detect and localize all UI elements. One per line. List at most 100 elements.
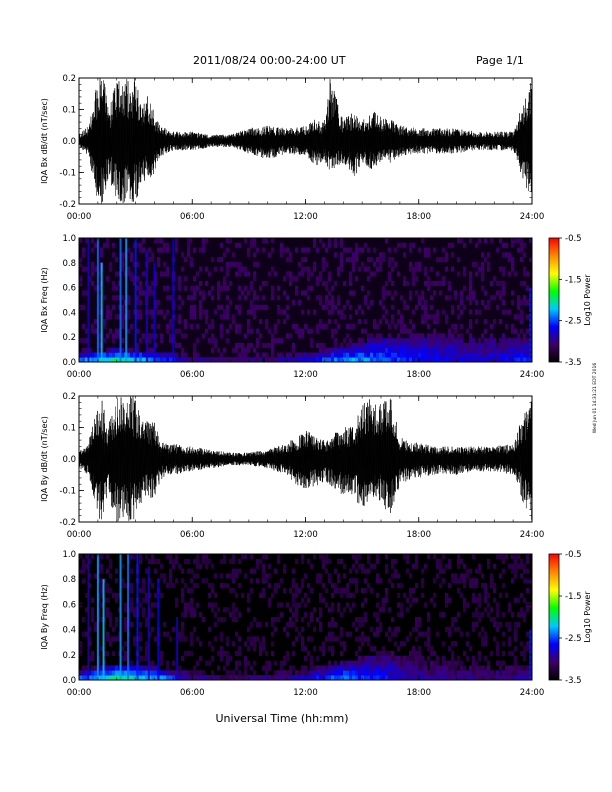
spectrogram-cell — [520, 338, 524, 344]
spectrogram-cell — [229, 655, 233, 661]
spectrogram-cell — [181, 597, 185, 603]
spectrogram-cell — [301, 558, 305, 564]
spectrogram-cell — [112, 352, 116, 358]
spectrogram-cell — [100, 583, 104, 589]
spectrogram-cell — [517, 247, 521, 253]
spectrogram-cell — [385, 670, 389, 676]
spectrogram-cell — [436, 271, 440, 277]
spectrogram-cell — [367, 665, 371, 671]
spectrogram-cell — [193, 295, 197, 301]
spectrogram-cell — [397, 357, 401, 363]
spectrogram-cell — [406, 338, 410, 344]
spectrogram-cell — [274, 583, 278, 589]
spectrogram-cell — [427, 675, 431, 681]
spectrogram-cell — [499, 665, 503, 671]
spectrogram-streak — [157, 579, 160, 680]
spectrogram-cell — [310, 357, 314, 363]
spectrogram-cell — [319, 342, 323, 348]
spectrogram-cell — [304, 573, 308, 579]
spectrogram-cell — [274, 357, 278, 363]
spectrogram-cell — [310, 328, 314, 334]
spectrogram-cell — [199, 675, 203, 681]
spectrogram-cell — [268, 328, 272, 334]
spectrogram-cell — [220, 573, 224, 579]
spectrogram-cell — [394, 247, 398, 253]
spectrogram-cell — [511, 554, 515, 560]
spectrogram-cell — [79, 602, 83, 608]
spectrogram-cell — [106, 242, 110, 248]
spectrogram-cell — [460, 347, 464, 353]
spectrogram-cell — [193, 342, 197, 348]
spectrogram-cell — [511, 612, 515, 618]
spectrogram-cell — [379, 257, 383, 263]
spectrogram-cell — [226, 271, 230, 277]
spectrogram-cell — [481, 300, 485, 306]
x-tick-label: 24:00 — [520, 212, 545, 222]
spectrogram-cell — [385, 675, 389, 681]
spectrogram-cell — [223, 617, 227, 623]
x-tick-label: 18:00 — [407, 212, 432, 222]
spectrogram-streak — [100, 262, 103, 362]
spectrogram-cell — [82, 665, 86, 671]
spectrogram-cell — [520, 563, 524, 569]
spectrogram-cell — [490, 323, 494, 329]
spectrogram-cell — [409, 247, 413, 253]
spectrogram-cell — [409, 295, 413, 301]
spectrogram-cell — [307, 266, 311, 272]
spectrogram-streak — [147, 566, 150, 680]
spectrogram-cell — [103, 675, 107, 681]
spectrogram-cell — [406, 660, 410, 666]
spectrogram-cell — [301, 271, 305, 277]
spectrogram-cell — [400, 612, 404, 618]
spectrogram-cell — [355, 242, 359, 248]
spectrogram-cell — [325, 568, 329, 574]
spectrogram-cell — [508, 252, 512, 258]
spectrogram-cell — [397, 646, 401, 652]
spectrogram-cell — [472, 621, 476, 627]
spectrogram-cell — [79, 261, 83, 267]
spectrogram-cell — [151, 290, 155, 296]
spectrogram-cell — [430, 338, 434, 344]
spectrogram-cell — [427, 626, 431, 632]
spectrogram-cell — [226, 636, 230, 642]
spectrogram-cell — [250, 641, 254, 647]
spectrogram-streak — [87, 238, 90, 362]
spectrogram-cell — [388, 333, 392, 339]
spectrogram-cell — [88, 641, 92, 647]
spectrogram-cell — [199, 300, 203, 306]
spectrogram-cell — [382, 670, 386, 676]
spectrogram-cell — [511, 328, 515, 334]
spectrogram-cell — [154, 558, 158, 564]
spectrogram-cell — [94, 670, 98, 676]
spectrogram-cell — [373, 646, 377, 652]
spectrogram-cell — [397, 342, 401, 348]
spectrogram-cell — [406, 352, 410, 358]
spectrogram-cell — [313, 352, 317, 358]
spectrogram-cell — [202, 357, 206, 363]
spectrogram-cell — [370, 646, 374, 652]
spectrogram-cell — [439, 563, 443, 569]
spectrogram-cell — [124, 617, 128, 623]
spectrogram-cell — [454, 675, 458, 681]
spectrogram-cell — [235, 242, 239, 248]
spectrogram-cell — [394, 323, 398, 329]
spectrogram-cell — [412, 626, 416, 632]
spectrogram-cell — [163, 247, 167, 253]
spectrogram-cell — [304, 612, 308, 618]
spectrogram-cell — [175, 242, 179, 248]
spectrogram-cell — [331, 607, 335, 613]
spectrogram-cell — [109, 261, 113, 267]
spectrogram-cell — [232, 314, 236, 320]
spectrogram-cell — [427, 617, 431, 623]
spectrogram-cell — [319, 612, 323, 618]
spectrogram-cell — [328, 276, 332, 282]
spectrogram-cell — [379, 347, 383, 353]
spectrogram-cell — [496, 641, 500, 647]
spectrogram-cell — [391, 314, 395, 320]
spectrogram-cell — [184, 602, 188, 608]
spectrogram-cell — [370, 347, 374, 353]
spectrogram-cell — [292, 675, 296, 681]
spectrogram-cell — [229, 323, 233, 329]
spectrogram-cell — [481, 352, 485, 358]
spectrogram-cell — [367, 655, 371, 661]
